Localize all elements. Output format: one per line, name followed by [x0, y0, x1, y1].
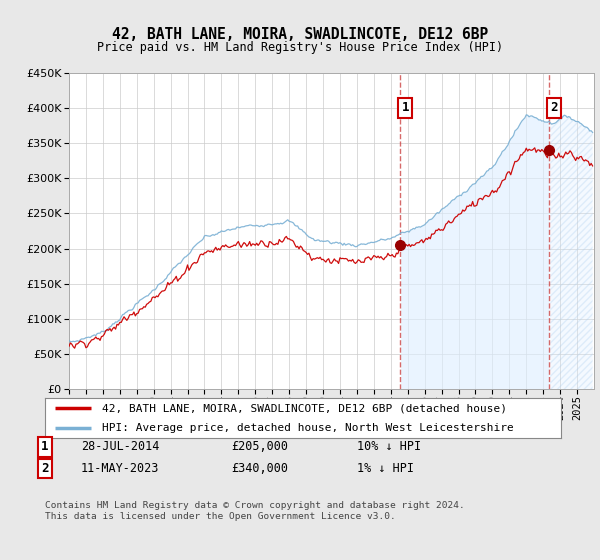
- Text: 10% ↓ HPI: 10% ↓ HPI: [357, 440, 421, 454]
- Text: 1: 1: [41, 440, 49, 454]
- Text: 2: 2: [551, 101, 558, 114]
- Text: 28-JUL-2014: 28-JUL-2014: [81, 440, 160, 454]
- Text: HPI: Average price, detached house, North West Leicestershire: HPI: Average price, detached house, Nort…: [102, 423, 514, 433]
- Text: Price paid vs. HM Land Registry's House Price Index (HPI): Price paid vs. HM Land Registry's House …: [97, 40, 503, 54]
- Text: 42, BATH LANE, MOIRA, SWADLINCOTE, DE12 6BP (detached house): 42, BATH LANE, MOIRA, SWADLINCOTE, DE12 …: [102, 404, 507, 413]
- Text: 1% ↓ HPI: 1% ↓ HPI: [357, 462, 414, 475]
- Text: 11-MAY-2023: 11-MAY-2023: [81, 462, 160, 475]
- Text: 42, BATH LANE, MOIRA, SWADLINCOTE, DE12 6BP: 42, BATH LANE, MOIRA, SWADLINCOTE, DE12 …: [112, 27, 488, 42]
- Text: 2: 2: [41, 462, 49, 475]
- Text: 1: 1: [401, 101, 409, 114]
- Text: £205,000: £205,000: [231, 440, 288, 454]
- Text: Contains HM Land Registry data © Crown copyright and database right 2024.
This d: Contains HM Land Registry data © Crown c…: [45, 501, 465, 521]
- Text: £340,000: £340,000: [231, 462, 288, 475]
